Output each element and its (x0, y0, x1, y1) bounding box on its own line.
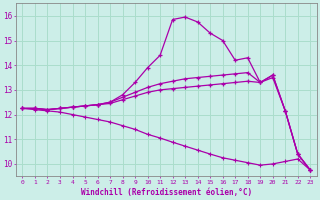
X-axis label: Windchill (Refroidissement éolien,°C): Windchill (Refroidissement éolien,°C) (81, 188, 252, 197)
